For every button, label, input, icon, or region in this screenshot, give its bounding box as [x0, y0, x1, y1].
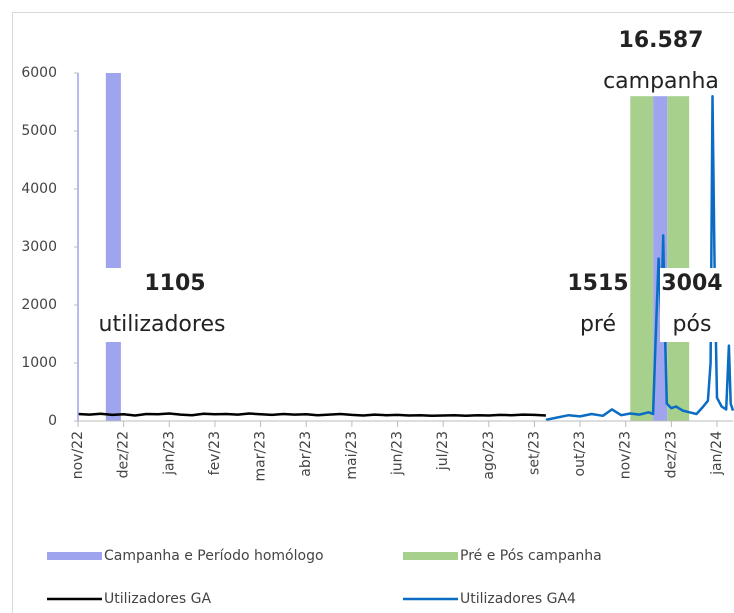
- line-series: [77, 412, 546, 418]
- annotation: 3004: [661, 271, 722, 296]
- annotation: pré: [580, 312, 616, 337]
- x-tick-label: dez/23: [663, 431, 679, 478]
- x-tick-label: out/23: [572, 431, 588, 476]
- x-tick-label: jun/23: [390, 431, 406, 476]
- frame: [12, 12, 734, 613]
- y-tick-label: 2000: [21, 297, 57, 313]
- band: [667, 96, 690, 421]
- y-tick-label: 6000: [21, 65, 57, 81]
- legend-label: Campanha e Período homólogo: [104, 548, 324, 564]
- y-tick-label: 1000: [21, 355, 57, 371]
- legend-label: Pré e Pós campanha: [460, 548, 602, 564]
- legend-label: Utilizadores GA4: [460, 591, 576, 607]
- x-tick-label: jul/23: [435, 431, 451, 471]
- legend-label: Utilizadores GA: [104, 591, 211, 607]
- annotation: utilizadores: [99, 312, 226, 337]
- x-tick-label: set/23: [526, 431, 542, 475]
- annotation: 16.587: [619, 28, 704, 53]
- y-tick-label: 4000: [21, 181, 57, 197]
- annotation: 1515: [567, 271, 628, 296]
- label-background: [88, 268, 236, 342]
- band: [630, 96, 654, 421]
- legend-swatch: [47, 552, 102, 560]
- x-tick-label: jan/24: [709, 431, 725, 476]
- band: [105, 73, 121, 421]
- x-tick-label: jan/23: [161, 431, 177, 476]
- x-tick-label: nov/22: [70, 431, 86, 479]
- x-tick-label: nov/23: [618, 431, 634, 479]
- x-tick-label: fev/23: [207, 431, 223, 475]
- label-background: [660, 268, 724, 342]
- x-tick-label: mar/23: [253, 431, 269, 482]
- y-tick-label: 5000: [21, 123, 57, 139]
- y-tick-label: 3000: [21, 239, 57, 255]
- annotation: 1105: [144, 271, 205, 296]
- annotation: pós: [673, 312, 712, 337]
- annotation: campanha: [603, 69, 719, 94]
- x-tick-label: ago/23: [481, 431, 497, 480]
- x-tick-label: abr/23: [298, 431, 314, 477]
- x-tick-label: mai/23: [344, 431, 360, 480]
- label-background: [565, 268, 625, 342]
- y-tick-label: 0: [48, 413, 57, 429]
- x-tick-label: dez/22: [116, 431, 132, 478]
- legend-swatch: [403, 552, 458, 560]
